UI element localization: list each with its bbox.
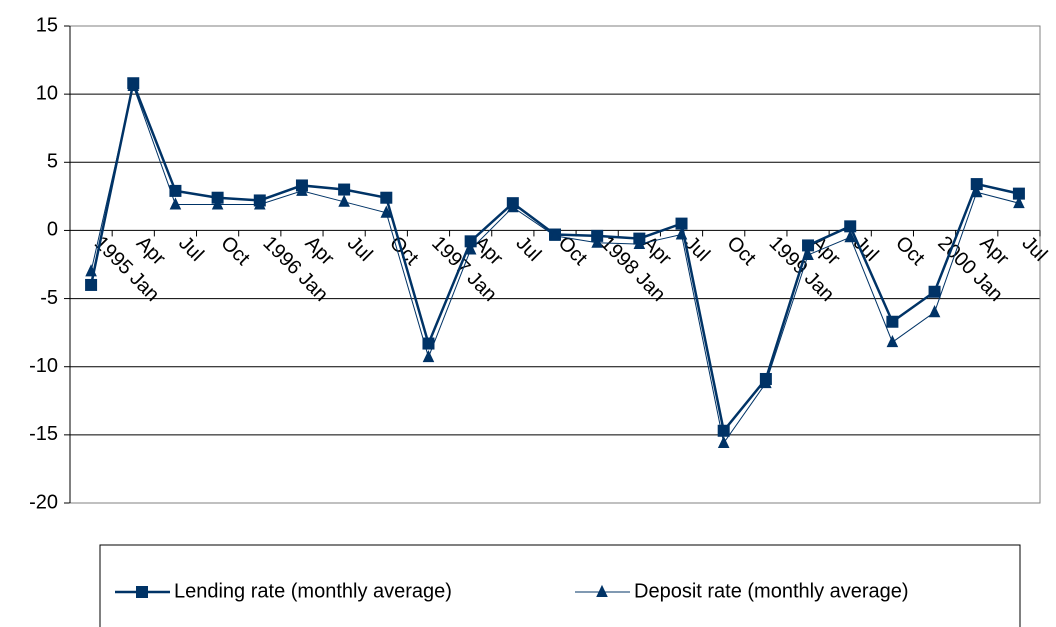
x-tick-label: Oct [385, 232, 423, 270]
x-tick-label: Jul [1018, 232, 1052, 266]
plot-border [69, 25, 1041, 504]
x-tick-label: Jul [343, 232, 377, 266]
legend-marker [136, 586, 148, 598]
data-point [886, 315, 899, 328]
data-point [591, 235, 603, 248]
data-point [127, 78, 140, 91]
x-tick-label: Oct [891, 232, 929, 270]
data-point [211, 197, 224, 210]
data-point [717, 435, 730, 449]
data-point [253, 197, 266, 210]
y-tick-label: 5 [47, 151, 58, 173]
data-point [717, 424, 730, 437]
x-tick-label: Jul [512, 232, 546, 266]
series-line [90, 84, 1020, 445]
y-tick-label: -10 [29, 355, 58, 377]
y-tick-label: 10 [36, 82, 58, 104]
y-tick-label: 0 [47, 219, 58, 241]
data-point [169, 197, 182, 210]
data-point [970, 185, 983, 198]
data-point [338, 194, 350, 207]
data-point [802, 247, 814, 260]
y-tick-label: 15 [36, 14, 58, 36]
data-point [886, 335, 899, 348]
data-point [464, 242, 477, 255]
y-tick-label: -20 [29, 491, 58, 513]
x-tick-label: Jul [174, 232, 208, 266]
legend-label: Lending rate (monthly average) [174, 580, 452, 602]
data-point [760, 375, 772, 389]
data-point [549, 228, 561, 241]
data-point [380, 205, 393, 218]
data-point [1013, 196, 1025, 209]
data-point [169, 184, 182, 197]
y-tick-label: -15 [29, 423, 58, 445]
x-tick-label: Oct [216, 232, 254, 270]
data-point [422, 350, 435, 363]
data-point [296, 183, 308, 196]
y-tick-label: -5 [40, 287, 58, 309]
legend-marker [596, 584, 608, 597]
data-point [633, 236, 646, 250]
data-point [928, 305, 941, 318]
data-point [338, 183, 351, 196]
data-point [85, 278, 98, 291]
data-point [675, 227, 688, 240]
data-point [507, 200, 519, 213]
data-point [844, 230, 857, 243]
x-tick-label: Oct [722, 232, 760, 270]
data-point [85, 264, 97, 277]
legend-label: Deposit rate (monthly average) [634, 580, 909, 602]
data-point [928, 285, 941, 298]
legend-box [99, 544, 1021, 627]
data-point [380, 191, 393, 204]
